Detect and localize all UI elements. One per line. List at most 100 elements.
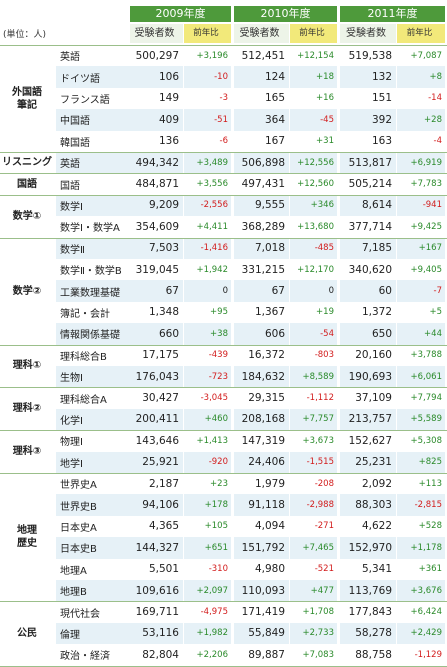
diff-cell: +1,982	[184, 622, 231, 645]
subject-cell: 世界史B	[56, 494, 130, 516]
table-row: 現代社会 169,711 -4,975 171,419 +1,708 177,843 +6,…	[0, 601, 447, 622]
diff-cell: -3,045	[200, 393, 228, 404]
count-cell: 88,303	[340, 494, 396, 516]
diff-cell: +3,556	[196, 179, 228, 190]
count-cell: 1,348	[148, 306, 179, 319]
diff-cell: -1,112	[306, 393, 334, 404]
subject-cell: 中国語	[56, 109, 130, 131]
diff-cell: -4,975	[200, 607, 228, 618]
subject-cell: 工業数理基礎	[56, 280, 130, 302]
table-row: 英語 494,342 +3,489 506,898 +12,556 513,817 +6,9…	[0, 152, 447, 174]
table-row: 数学Ⅱ 7,503 -1,416 7,018 -485 7,185 +167	[0, 237, 447, 259]
count-cell: 7,503	[130, 237, 183, 259]
count-cell: 106	[130, 66, 183, 88]
count-cell: 110,093	[234, 580, 289, 602]
table-row: 工業数理基礎 67 0 67 0 60 -7	[0, 280, 447, 302]
count-cell: 144,327	[130, 537, 183, 559]
table-row: 英語 500,297 +3,196 512,451 +12,154 519,538 +7,0…	[0, 45, 447, 66]
diff-cell: +12,556	[290, 152, 337, 174]
diff-cell: +8	[397, 66, 445, 88]
diff-cell: -7	[397, 280, 445, 302]
subject-cell: 数学Ⅱ・数学B	[60, 266, 122, 278]
diff-cell: +1,708	[302, 607, 334, 618]
count-cell: 17,175	[142, 349, 179, 362]
count-cell: 151	[371, 92, 392, 105]
count-cell: 190,693	[340, 366, 396, 388]
count-cell: 660	[130, 323, 183, 345]
subject-cell: 地理A	[60, 565, 87, 577]
diff-cell: -439	[208, 350, 228, 361]
subject-cell: 英語	[60, 52, 80, 64]
subject-cell: フランス語	[60, 94, 110, 106]
subject-cell: 倫理	[56, 622, 130, 645]
table-row: 物理Ⅰ 143,646 +1,413 147,319 +3,673 152,627 +5,3…	[0, 430, 447, 451]
count-cell: 500,297	[135, 49, 179, 62]
table-row: 理科総合B 17,175 -439 16,372 -803 20,160 +3,788	[0, 345, 447, 366]
diff-header: 前年比	[397, 24, 445, 43]
diff-cell: +13,680	[297, 221, 334, 232]
count-cell: 484,871	[135, 178, 179, 191]
diff-cell: +8,589	[290, 366, 337, 388]
count-cell: 9,209	[130, 194, 183, 217]
count-cell: 152,970	[340, 537, 396, 559]
diff-cell: +19	[316, 307, 334, 318]
subject-cell: 物理Ⅰ	[60, 437, 83, 449]
year-header-1: 2009年度	[130, 6, 231, 22]
diff-cell: +9,425	[410, 221, 442, 232]
subject-cell: 数学Ⅰ	[56, 194, 130, 217]
subject-cell: 情報関係基礎	[56, 323, 130, 345]
diff-cell: +3,676	[397, 580, 445, 602]
table-row: 数学Ⅱ・数学B 319,045 +1,942 331,215 +12,170 340,62…	[0, 259, 447, 280]
group-label: リスニング	[2, 157, 52, 169]
count-cell: 29,315	[248, 392, 285, 405]
diff-cell: +2,097	[184, 580, 231, 602]
group-separator	[0, 344, 447, 346]
count-cell: 124	[234, 66, 289, 88]
subject-cell: 政治・経済	[60, 651, 110, 663]
group-separator	[0, 387, 447, 389]
group-separator	[0, 237, 447, 239]
subject-cell: 簿記・会計	[60, 308, 110, 320]
count-cell: 331,215	[241, 263, 285, 276]
subject-cell: 現代社会	[60, 608, 100, 620]
diff-cell: -14	[428, 93, 442, 104]
count-cell: 364	[234, 109, 289, 131]
count-cell: 606	[234, 323, 289, 345]
diff-cell: -45	[290, 109, 337, 131]
diff-cell: +38	[184, 323, 231, 345]
diff-cell: +6,061	[397, 366, 445, 388]
count-cell: 163	[371, 135, 392, 148]
diff-cell: +1,942	[196, 264, 228, 275]
diff-cell: -1,129	[414, 649, 442, 660]
count-cell: 88,758	[355, 648, 392, 661]
subject-cell: 国語	[60, 180, 80, 192]
table-row: 日本史B 144,327 +651 151,792 +7,465 152,970 +1,17…	[0, 537, 447, 559]
diff-cell: 0	[184, 280, 231, 302]
diff-cell: -2,815	[397, 494, 445, 516]
count-cell: 200,411	[130, 408, 183, 431]
diff-cell: +2,429	[397, 622, 445, 645]
table-row: 国語 484,871 +3,556 497,431 +12,560 505,214 +7,7…	[0, 173, 447, 194]
table-row: 地学Ⅰ 25,921 -920 24,406 -1,515 25,231 +825	[0, 451, 447, 473]
diff-header: 前年比	[290, 24, 337, 43]
diff-cell: +5,308	[410, 435, 442, 446]
diff-cell: -3	[219, 93, 228, 104]
subject-cell: 化学Ⅰ	[56, 408, 130, 431]
diff-cell: +31	[316, 136, 334, 147]
count-cell: 512,451	[241, 49, 285, 62]
diff-cell: +4,411	[196, 221, 228, 232]
diff-cell: +7,083	[302, 649, 334, 660]
group-label: 国語	[17, 178, 37, 190]
diff-cell: +105	[204, 521, 228, 532]
table-row: ドイツ語 106 -10 124 +18 132 +8	[0, 66, 447, 88]
diff-cell: +460	[184, 408, 231, 431]
table-row: フランス語 149 -3 165 +16 151 -14	[0, 88, 447, 109]
table-row: 政治・経済 82,804 +2,206 89,887 +7,083 88,758 -1,12…	[0, 644, 447, 665]
diff-cell: +7,465	[290, 537, 337, 559]
year-header-2: 2010年度	[234, 6, 337, 22]
diff-cell: +3,788	[410, 350, 442, 361]
count-cell: 67	[234, 280, 289, 302]
diff-cell: +825	[397, 451, 445, 473]
count-cell: 392	[340, 109, 396, 131]
diff-cell: -941	[397, 194, 445, 217]
